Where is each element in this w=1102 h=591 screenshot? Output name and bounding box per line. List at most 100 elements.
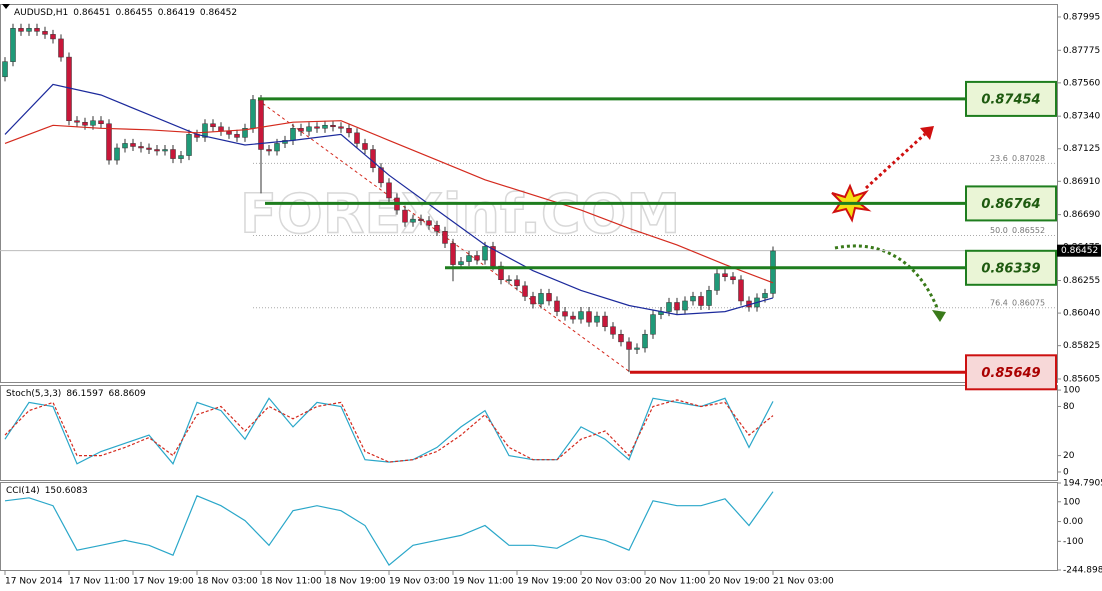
candle-body	[762, 293, 768, 299]
candle-body	[490, 246, 496, 267]
y-tick-label: 0.87775	[1063, 46, 1100, 56]
candle-body	[562, 311, 568, 317]
y-tick-label: 0.87995	[1063, 12, 1100, 22]
candle-body	[290, 128, 296, 141]
candle-body	[682, 300, 688, 311]
candle-body	[114, 147, 120, 161]
candle-body	[154, 149, 160, 152]
dropdown-icon	[2, 4, 10, 9]
candle-body	[714, 273, 720, 291]
candle-body	[42, 31, 48, 35]
candle-body	[146, 147, 152, 150]
fib-price: 0.86075	[1012, 298, 1045, 307]
arrow-head	[932, 310, 946, 322]
x-tick-label: 21 Nov 03:00	[773, 577, 834, 587]
candle-body	[442, 231, 448, 244]
candle-body	[362, 143, 368, 150]
arrow-up	[864, 132, 927, 190]
y-tick-label: 20	[1063, 451, 1075, 461]
candle-body	[370, 149, 376, 168]
y-tick-label: 0.86910	[1063, 177, 1100, 187]
x-tick-label: 18 Nov 19:00	[325, 577, 386, 587]
y-tick-label: 80	[1063, 402, 1075, 412]
y-tick-label: 0.87340	[1063, 112, 1100, 122]
x-tick-label: 17 Nov 2014	[5, 577, 63, 587]
candle-body	[506, 279, 512, 282]
candle-body	[98, 120, 104, 124]
level-label: 0.86339	[981, 261, 1040, 276]
y-tick-label: 100	[1063, 386, 1080, 396]
candle-body	[2, 61, 8, 78]
candle-body	[530, 296, 536, 305]
candle-body	[122, 143, 128, 149]
level-label: 0.85649	[981, 366, 1040, 381]
y-tick-label: -244.8987	[1063, 566, 1102, 576]
candle-body	[538, 293, 544, 305]
x-tick-label: 17 Nov 11:00	[69, 577, 130, 587]
y-tick-label: 0.85825	[1063, 341, 1100, 351]
y-tick-label: 100	[1063, 497, 1080, 507]
y-tick-label: 0.86690	[1063, 210, 1100, 220]
fib-level: 76.4	[990, 298, 1008, 307]
x-tick-label: 20 Nov 03:00	[581, 577, 642, 587]
candle-body	[586, 311, 592, 323]
stoch-panel	[0, 385, 1058, 481]
candle-body	[170, 149, 176, 159]
x-tick-label: 18 Nov 11:00	[261, 577, 322, 587]
candle-body	[10, 28, 16, 62]
candle-body	[178, 155, 184, 159]
x-tick-label: 19 Nov 19:00	[517, 577, 578, 587]
main-panel	[0, 4, 1058, 383]
fib-price: 0.86552	[1012, 226, 1045, 235]
candle-body	[434, 224, 440, 232]
x-tick-label: 19 Nov 03:00	[389, 577, 450, 587]
candle-body	[226, 131, 232, 135]
y-tick-label: -100	[1063, 537, 1084, 547]
candle-body	[418, 218, 424, 221]
y-tick-label: 0.00	[1063, 517, 1083, 527]
candle-body	[90, 120, 96, 126]
candle-body	[210, 123, 216, 128]
candle-body	[578, 311, 584, 320]
candle-body	[466, 255, 472, 262]
candle-body	[570, 315, 576, 320]
x-tick-label: 18 Nov 03:00	[197, 577, 258, 587]
candle-body	[74, 120, 80, 123]
candle-body	[618, 334, 624, 343]
candle-body	[242, 128, 248, 138]
x-tick-label: 20 Nov 11:00	[645, 577, 706, 587]
candle-body	[722, 273, 728, 277]
candle-body	[306, 126, 312, 132]
last-price-label: 0.86452	[1061, 246, 1098, 256]
header-value: 0.86451	[73, 8, 110, 18]
indicator-line	[4, 399, 774, 463]
candle-body	[138, 146, 144, 149]
candle-body	[514, 279, 520, 287]
arrow-down	[834, 244, 940, 311]
candle-body	[82, 121, 88, 126]
header-name: Stoch(5,3,3)	[6, 389, 61, 399]
candle-body	[690, 296, 696, 302]
candle-body	[26, 28, 32, 32]
candle-body	[450, 243, 456, 265]
candle-body	[50, 34, 56, 40]
candle-body	[522, 285, 528, 297]
candle-body	[18, 28, 24, 32]
candle-body	[162, 149, 168, 152]
level-box	[965, 354, 1057, 391]
panel-header: Stoch(5,3,3) 86.1597 68.8609	[6, 389, 146, 399]
candle-body	[314, 126, 320, 129]
candle-body	[338, 126, 344, 129]
cci-panel	[0, 482, 1058, 571]
candle-body	[770, 250, 776, 294]
candle-body	[698, 296, 704, 306]
candle-body	[610, 326, 616, 335]
x-tick-label: 17 Nov 19:00	[133, 577, 194, 587]
candle-body	[58, 38, 64, 58]
candle-body	[426, 220, 432, 226]
candle-body	[298, 128, 304, 132]
header-value: 0.86452	[200, 8, 237, 18]
candle-body	[274, 143, 280, 152]
panel-header: CCI(14) 150.6083	[6, 486, 88, 496]
candle-body	[106, 123, 112, 161]
